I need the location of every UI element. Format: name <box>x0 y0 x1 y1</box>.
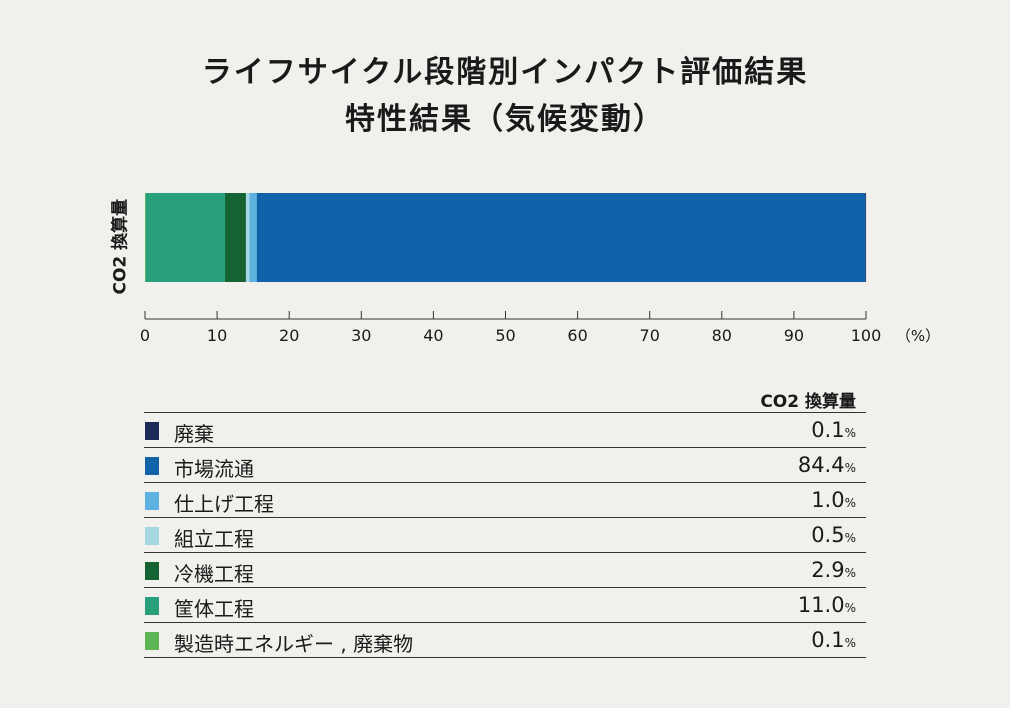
legend-value-unit: % <box>844 426 856 440</box>
legend-value-unit: % <box>844 601 856 615</box>
legend-value: 2.9% <box>811 558 856 582</box>
legend-row: 製造時エネルギー , 廃棄物 0.1% <box>144 623 866 658</box>
bar-segment-4 <box>249 193 257 282</box>
legend-value-unit: % <box>844 531 856 545</box>
legend-value-number: 0.1 <box>811 418 845 442</box>
legend-label: 市場流通 <box>174 457 254 481</box>
legend-value-number: 0.1 <box>811 628 845 652</box>
x-tick-label-0: 0 <box>140 326 150 345</box>
x-tick-label-100: 100 <box>851 326 882 345</box>
x-tick-label-50: 50 <box>495 326 515 345</box>
legend-swatch <box>145 422 159 440</box>
legend-swatch <box>145 562 159 580</box>
legend-row: 市場流通 84.4% <box>144 448 866 483</box>
legend-value-unit: % <box>844 566 856 580</box>
stacked-bar-chart: 0 10 20 30 40 50 60 70 80 90 100 （%） <box>140 193 940 345</box>
legend-label: 廃棄 <box>174 422 214 446</box>
legend-row: 組立工程 0.5% <box>144 518 866 553</box>
bar-segment-5 <box>256 193 866 282</box>
legend-value-number: 1.0 <box>811 488 845 512</box>
legend-value-unit: % <box>844 636 856 650</box>
legend-value-number: 2.9 <box>811 558 845 582</box>
x-tick-label-80: 80 <box>712 326 732 345</box>
legend-value: 84.4% <box>798 453 856 477</box>
legend-label: 製造時エネルギー , 廃棄物 <box>174 632 414 656</box>
bar-segment-0 <box>145 193 146 282</box>
legend-column-header: CO2 換算量 <box>760 392 856 412</box>
legend-label: 組立工程 <box>174 527 254 551</box>
legend-value: 0.5% <box>811 523 856 547</box>
legend-swatch <box>145 597 159 615</box>
legend-row: 仕上げ工程 1.0% <box>144 483 866 518</box>
legend-swatch <box>145 632 159 650</box>
bar-segment-1 <box>145 193 226 282</box>
legend-value-unit: % <box>844 496 856 510</box>
x-axis-unit: （%） <box>896 327 940 345</box>
legend-table: 廃棄 0.1% 市場流通 84.4% 仕上げ工程 1.0% 組立工程 0.5% 冷機工程 2.9%… <box>144 412 866 658</box>
legend-value-number: 84.4 <box>797 453 845 477</box>
x-tick-label-20: 20 <box>279 326 299 345</box>
bar-segment-2 <box>225 193 246 282</box>
legend-value: 1.0% <box>811 488 856 512</box>
x-tick-label-60: 60 <box>567 326 587 345</box>
legend-value-number: 11.0 <box>797 593 845 617</box>
legend-label: 冷機工程 <box>174 562 254 586</box>
legend-value-unit: % <box>844 461 856 475</box>
legend-swatch <box>145 527 159 545</box>
legend-swatch <box>145 492 159 510</box>
legend-value: 11.0% <box>798 593 856 617</box>
x-tick-label-70: 70 <box>640 326 660 345</box>
legend-value: 0.1% <box>811 418 856 442</box>
bar-segment-6 <box>865 193 867 282</box>
legend-swatch <box>145 457 159 475</box>
legend-value: 0.1% <box>811 628 856 652</box>
legend-label: 仕上げ工程 <box>174 492 274 516</box>
x-tick-label-90: 90 <box>784 326 804 345</box>
legend-row: 冷機工程 2.9% <box>144 553 866 588</box>
bar-segment-3 <box>245 193 250 282</box>
x-tick-label-10: 10 <box>207 326 227 345</box>
legend-row: 筐体工程 11.0% <box>144 588 866 623</box>
legend-row: 廃棄 0.1% <box>144 413 866 448</box>
chart-subtitle: 特性結果（気候変動） <box>345 102 665 137</box>
x-tick-label-40: 40 <box>423 326 443 345</box>
chart-title: ライフサイクル段階別インパクト評価結果 <box>201 55 809 90</box>
legend-value-number: 0.5 <box>811 523 845 547</box>
y-axis-label: CO2 換算量 <box>110 198 131 295</box>
legend-label: 筐体工程 <box>174 597 254 621</box>
x-tick-label-30: 30 <box>351 326 371 345</box>
